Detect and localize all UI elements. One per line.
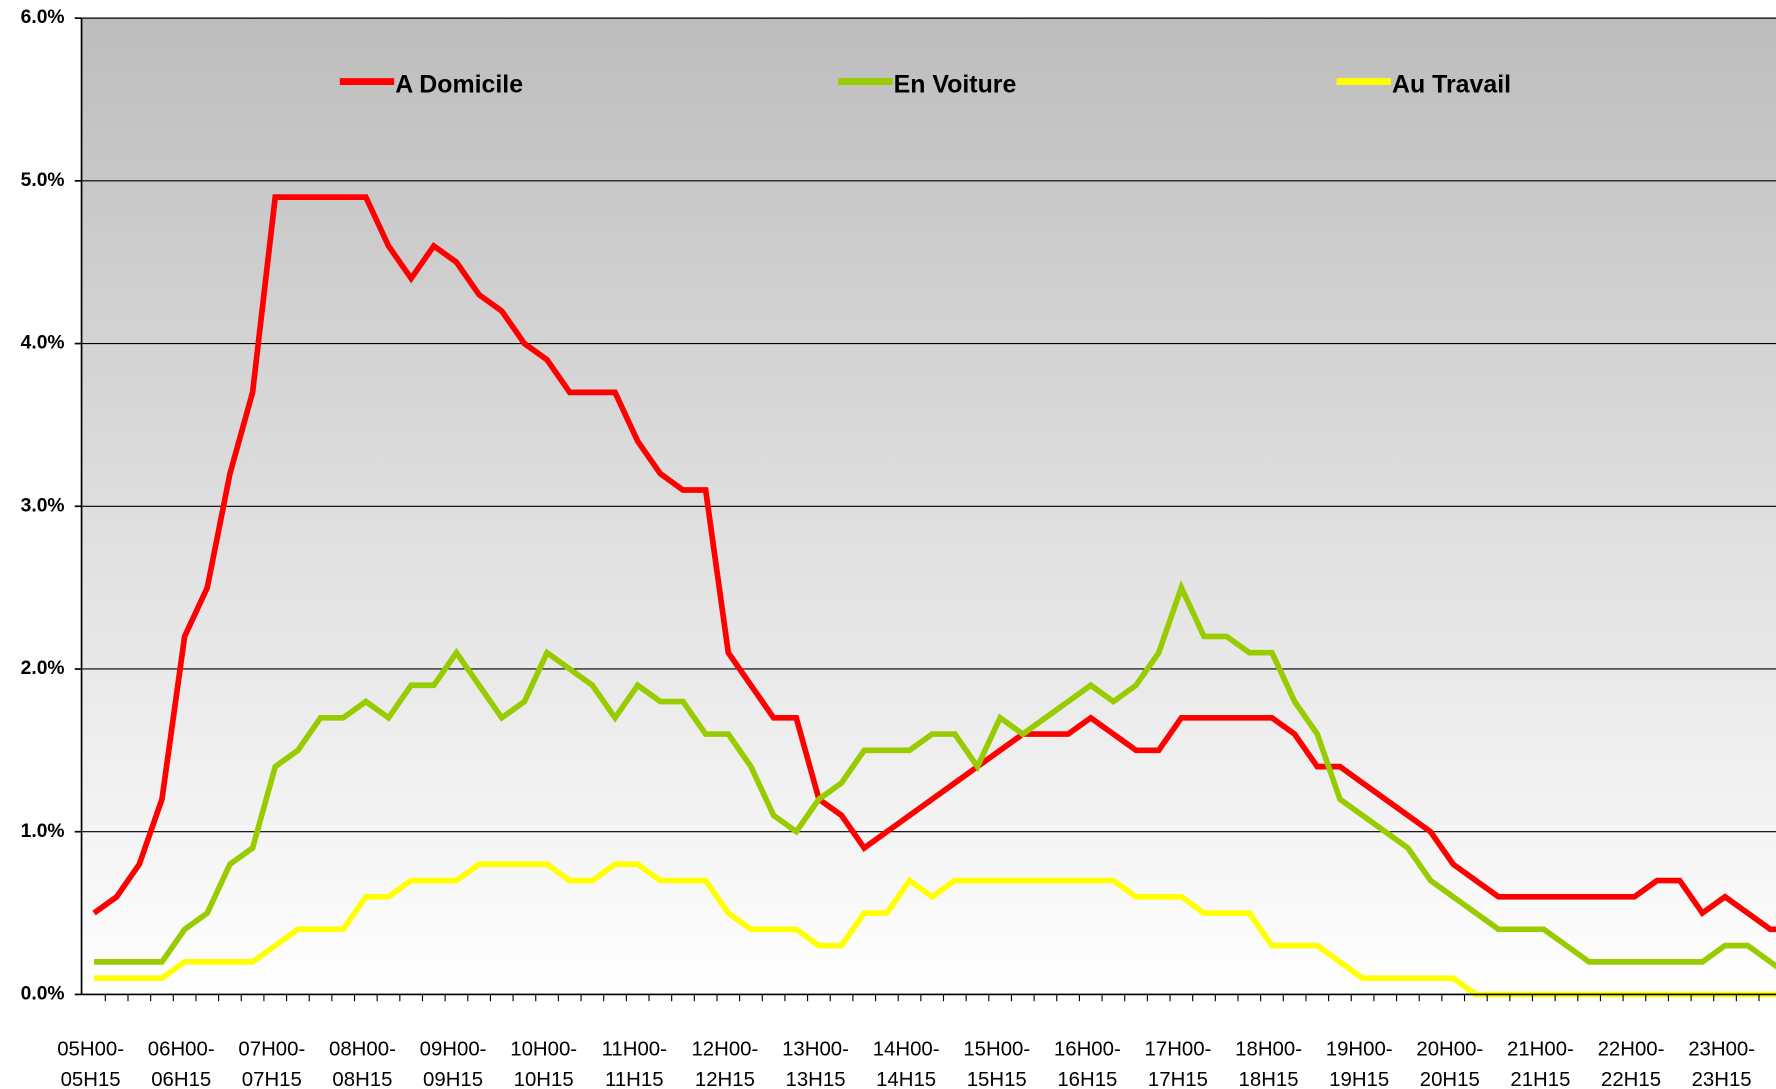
y-tick-label: 1.0% [21, 821, 65, 842]
legend-label: A Domicile [395, 71, 523, 99]
x-tick-label: 12H00-12H15 [691, 1039, 758, 1089]
x-tick-label: 23H00-23H15 [1688, 1039, 1755, 1089]
x-tick-label: 17H00-17H15 [1145, 1039, 1212, 1089]
series-line [92, 194, 1776, 933]
y-tick-label: 3.0% [21, 495, 65, 516]
x-tick-label: 06H00-06H15 [148, 1039, 215, 1089]
legend-label: En Voiture [894, 71, 1017, 99]
x-tick-label: 15H00-15H15 [963, 1039, 1030, 1089]
x-tick-label: 16H00-16H15 [1054, 1039, 1121, 1089]
x-tick-label: 09H00-09H15 [420, 1039, 487, 1089]
x-tick-label: 21H00-21H15 [1507, 1039, 1574, 1089]
series-line [94, 580, 1776, 970]
x-tick-label: 14H00-14H15 [873, 1039, 940, 1089]
y-tick-label: 6.0% [21, 7, 65, 28]
x-tick-label: 13H00-13H15 [782, 1039, 849, 1089]
x-tick-label: 07H00-07H15 [238, 1039, 305, 1089]
y-tick-label: 2.0% [21, 658, 65, 679]
x-tick-label: 05H00-05H15 [57, 1039, 124, 1089]
legend-label: Au Travail [1392, 71, 1511, 99]
x-tick-label: 10H00-10H15 [510, 1039, 577, 1089]
x-tick-label: 20H00-20H15 [1416, 1039, 1483, 1089]
y-tick-label: 4.0% [21, 333, 65, 354]
x-tick-label: 19H00-19H15 [1326, 1039, 1393, 1089]
x-tick-label: 08H00-08H15 [329, 1039, 396, 1089]
x-tick-label: 22H00-22H15 [1598, 1039, 1665, 1089]
y-tick-label: 5.0% [21, 170, 65, 191]
x-tick-label: 11H00-11H15 [602, 1039, 667, 1089]
x-tick-label: 18H00-18H15 [1235, 1039, 1302, 1089]
y-tick-label: 0.0% [21, 984, 65, 1005]
